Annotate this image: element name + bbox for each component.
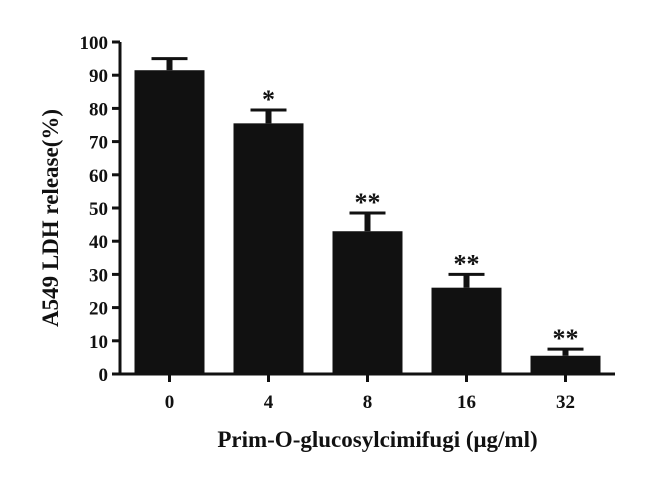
y-tick-label: 0 bbox=[99, 365, 109, 386]
x-tick-label: 16 bbox=[457, 392, 476, 413]
significance-label: ** bbox=[454, 249, 480, 278]
y-axis-ticks: 0 10 20 30 40 50 60 70 80 90 100 bbox=[80, 33, 120, 386]
bar bbox=[431, 287, 502, 374]
significance-label: ** bbox=[355, 188, 381, 217]
x-tick-label: 8 bbox=[363, 392, 373, 413]
bar bbox=[332, 231, 403, 374]
y-tick-label: 20 bbox=[89, 299, 108, 320]
bars bbox=[134, 70, 601, 374]
significance-markers: ******* bbox=[262, 85, 579, 353]
significance-label: ** bbox=[553, 324, 579, 353]
y-tick-label: 50 bbox=[89, 199, 108, 220]
y-tick-label: 30 bbox=[89, 265, 108, 286]
y-tick-label: 80 bbox=[89, 99, 108, 120]
x-tick-label: 32 bbox=[556, 392, 575, 413]
error-bars bbox=[151, 57, 584, 356]
y-tick-label: 90 bbox=[89, 66, 108, 87]
bar bbox=[233, 123, 304, 374]
x-tick-label: 0 bbox=[165, 392, 175, 413]
bar bbox=[134, 70, 205, 374]
x-tick-label: 4 bbox=[264, 392, 274, 413]
y-tick-label: 70 bbox=[89, 133, 108, 154]
y-tick-label: 60 bbox=[89, 166, 108, 187]
x-axis-title: Prim-O-glucosylcimifugi (μg/ml) bbox=[217, 427, 537, 452]
y-tick-label: 10 bbox=[89, 332, 108, 353]
bar bbox=[530, 355, 601, 374]
y-axis-title: A549 LDH release(%) bbox=[38, 109, 63, 327]
significance-label: * bbox=[262, 85, 275, 114]
y-tick-label: 100 bbox=[80, 33, 109, 54]
x-axis-ticks: 0 4 8 16 32 bbox=[165, 374, 575, 413]
y-tick-label: 40 bbox=[89, 232, 108, 253]
